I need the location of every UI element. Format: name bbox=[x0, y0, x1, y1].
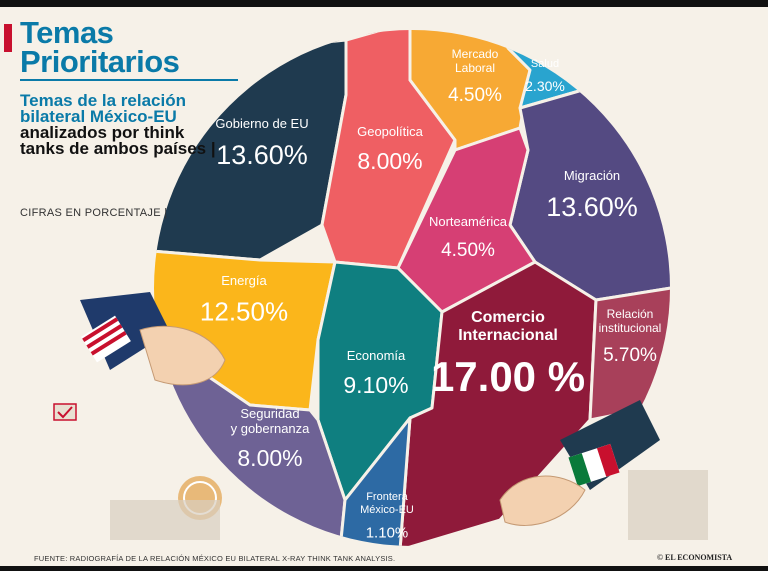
cell-label: Economía bbox=[347, 348, 406, 363]
page-title: Temas Prioritarios bbox=[20, 15, 180, 79]
us-flag-stripe bbox=[90, 330, 127, 356]
cell-value: 8.00% bbox=[357, 148, 422, 174]
top-border bbox=[0, 0, 768, 7]
us-flag-stripe bbox=[86, 324, 123, 349]
cell-label: Migración bbox=[564, 168, 620, 183]
cell-label: Laboral bbox=[455, 61, 495, 75]
us-flag-stripe bbox=[82, 317, 119, 342]
cell-label: Comercio bbox=[471, 309, 545, 326]
source-note: FUENTE: RADIOGRAFÍA DE LA RELACIÓN MÉXIC… bbox=[34, 554, 396, 563]
cell-value: 1.10% bbox=[366, 525, 409, 542]
cell-value: 13.60% bbox=[216, 140, 308, 170]
brand-logo: © EL ECONOMISTA bbox=[657, 553, 733, 562]
cell-value: 17.00 % bbox=[431, 353, 585, 400]
cell-label: Internacional bbox=[458, 327, 558, 344]
title-rule bbox=[20, 79, 238, 81]
cell-label: Geopolítica bbox=[357, 124, 424, 139]
cell-label: institucional bbox=[599, 321, 662, 335]
cell-label: Salud bbox=[531, 58, 559, 70]
cell-value: 4.50% bbox=[448, 85, 502, 106]
us-hand-icon bbox=[139, 325, 226, 386]
desk-illustration bbox=[110, 500, 220, 540]
cell-value: 9.10% bbox=[343, 372, 408, 398]
cell-value: 12.50% bbox=[200, 296, 288, 326]
cell-value: 8.00% bbox=[237, 445, 302, 471]
decor-illustrations bbox=[53, 403, 708, 540]
bottom-border bbox=[0, 566, 768, 571]
cell-label: Energía bbox=[221, 273, 267, 288]
mx-flag-green bbox=[568, 453, 592, 487]
cell-label: Relación bbox=[607, 307, 654, 321]
cell-comercio-internacional bbox=[398, 260, 598, 546]
cell-label: Norteamérica bbox=[429, 214, 508, 229]
unit-label: CIFRAS EN PORCENTAJE | bbox=[20, 207, 168, 219]
desk-illustration-right bbox=[628, 470, 708, 540]
cell-value: 5.70% bbox=[603, 345, 657, 366]
mx-flag-red bbox=[596, 443, 620, 477]
cell-label: México-EU bbox=[360, 504, 414, 516]
cell-value: 2.30% bbox=[525, 78, 565, 94]
subtitle: Temas de la relación bilateral México-EU… bbox=[20, 91, 220, 158]
subtitle-blue: Temas de la relación bilateral México-EU bbox=[20, 91, 186, 126]
title-marker bbox=[4, 24, 12, 52]
handshake-illustration bbox=[80, 292, 660, 526]
checkbox-icon bbox=[53, 403, 77, 421]
chart-labels: Gobierno de EU 13.60% Geopolítica 8.00% Merc… bbox=[200, 47, 661, 542]
title-line-1: Temas bbox=[20, 15, 114, 50]
cell-value: 4.50% bbox=[441, 240, 495, 261]
subtitle-dark: analizados por think tanks de ambos país… bbox=[20, 123, 216, 158]
cell-label: Frontera bbox=[366, 491, 408, 503]
title-line-2: Prioritarios bbox=[20, 44, 180, 79]
cell-label: Gobierno de EU bbox=[215, 116, 308, 131]
cell-value: 13.60% bbox=[546, 192, 638, 222]
cell-label: Mercado bbox=[452, 47, 499, 61]
mx-hand-icon bbox=[499, 475, 586, 526]
check-icon bbox=[57, 406, 73, 419]
cell-frontera-m-xico-eu bbox=[338, 416, 412, 546]
cell-label: y gobernanza bbox=[231, 421, 311, 436]
cell-label: Seguridad bbox=[240, 406, 299, 421]
